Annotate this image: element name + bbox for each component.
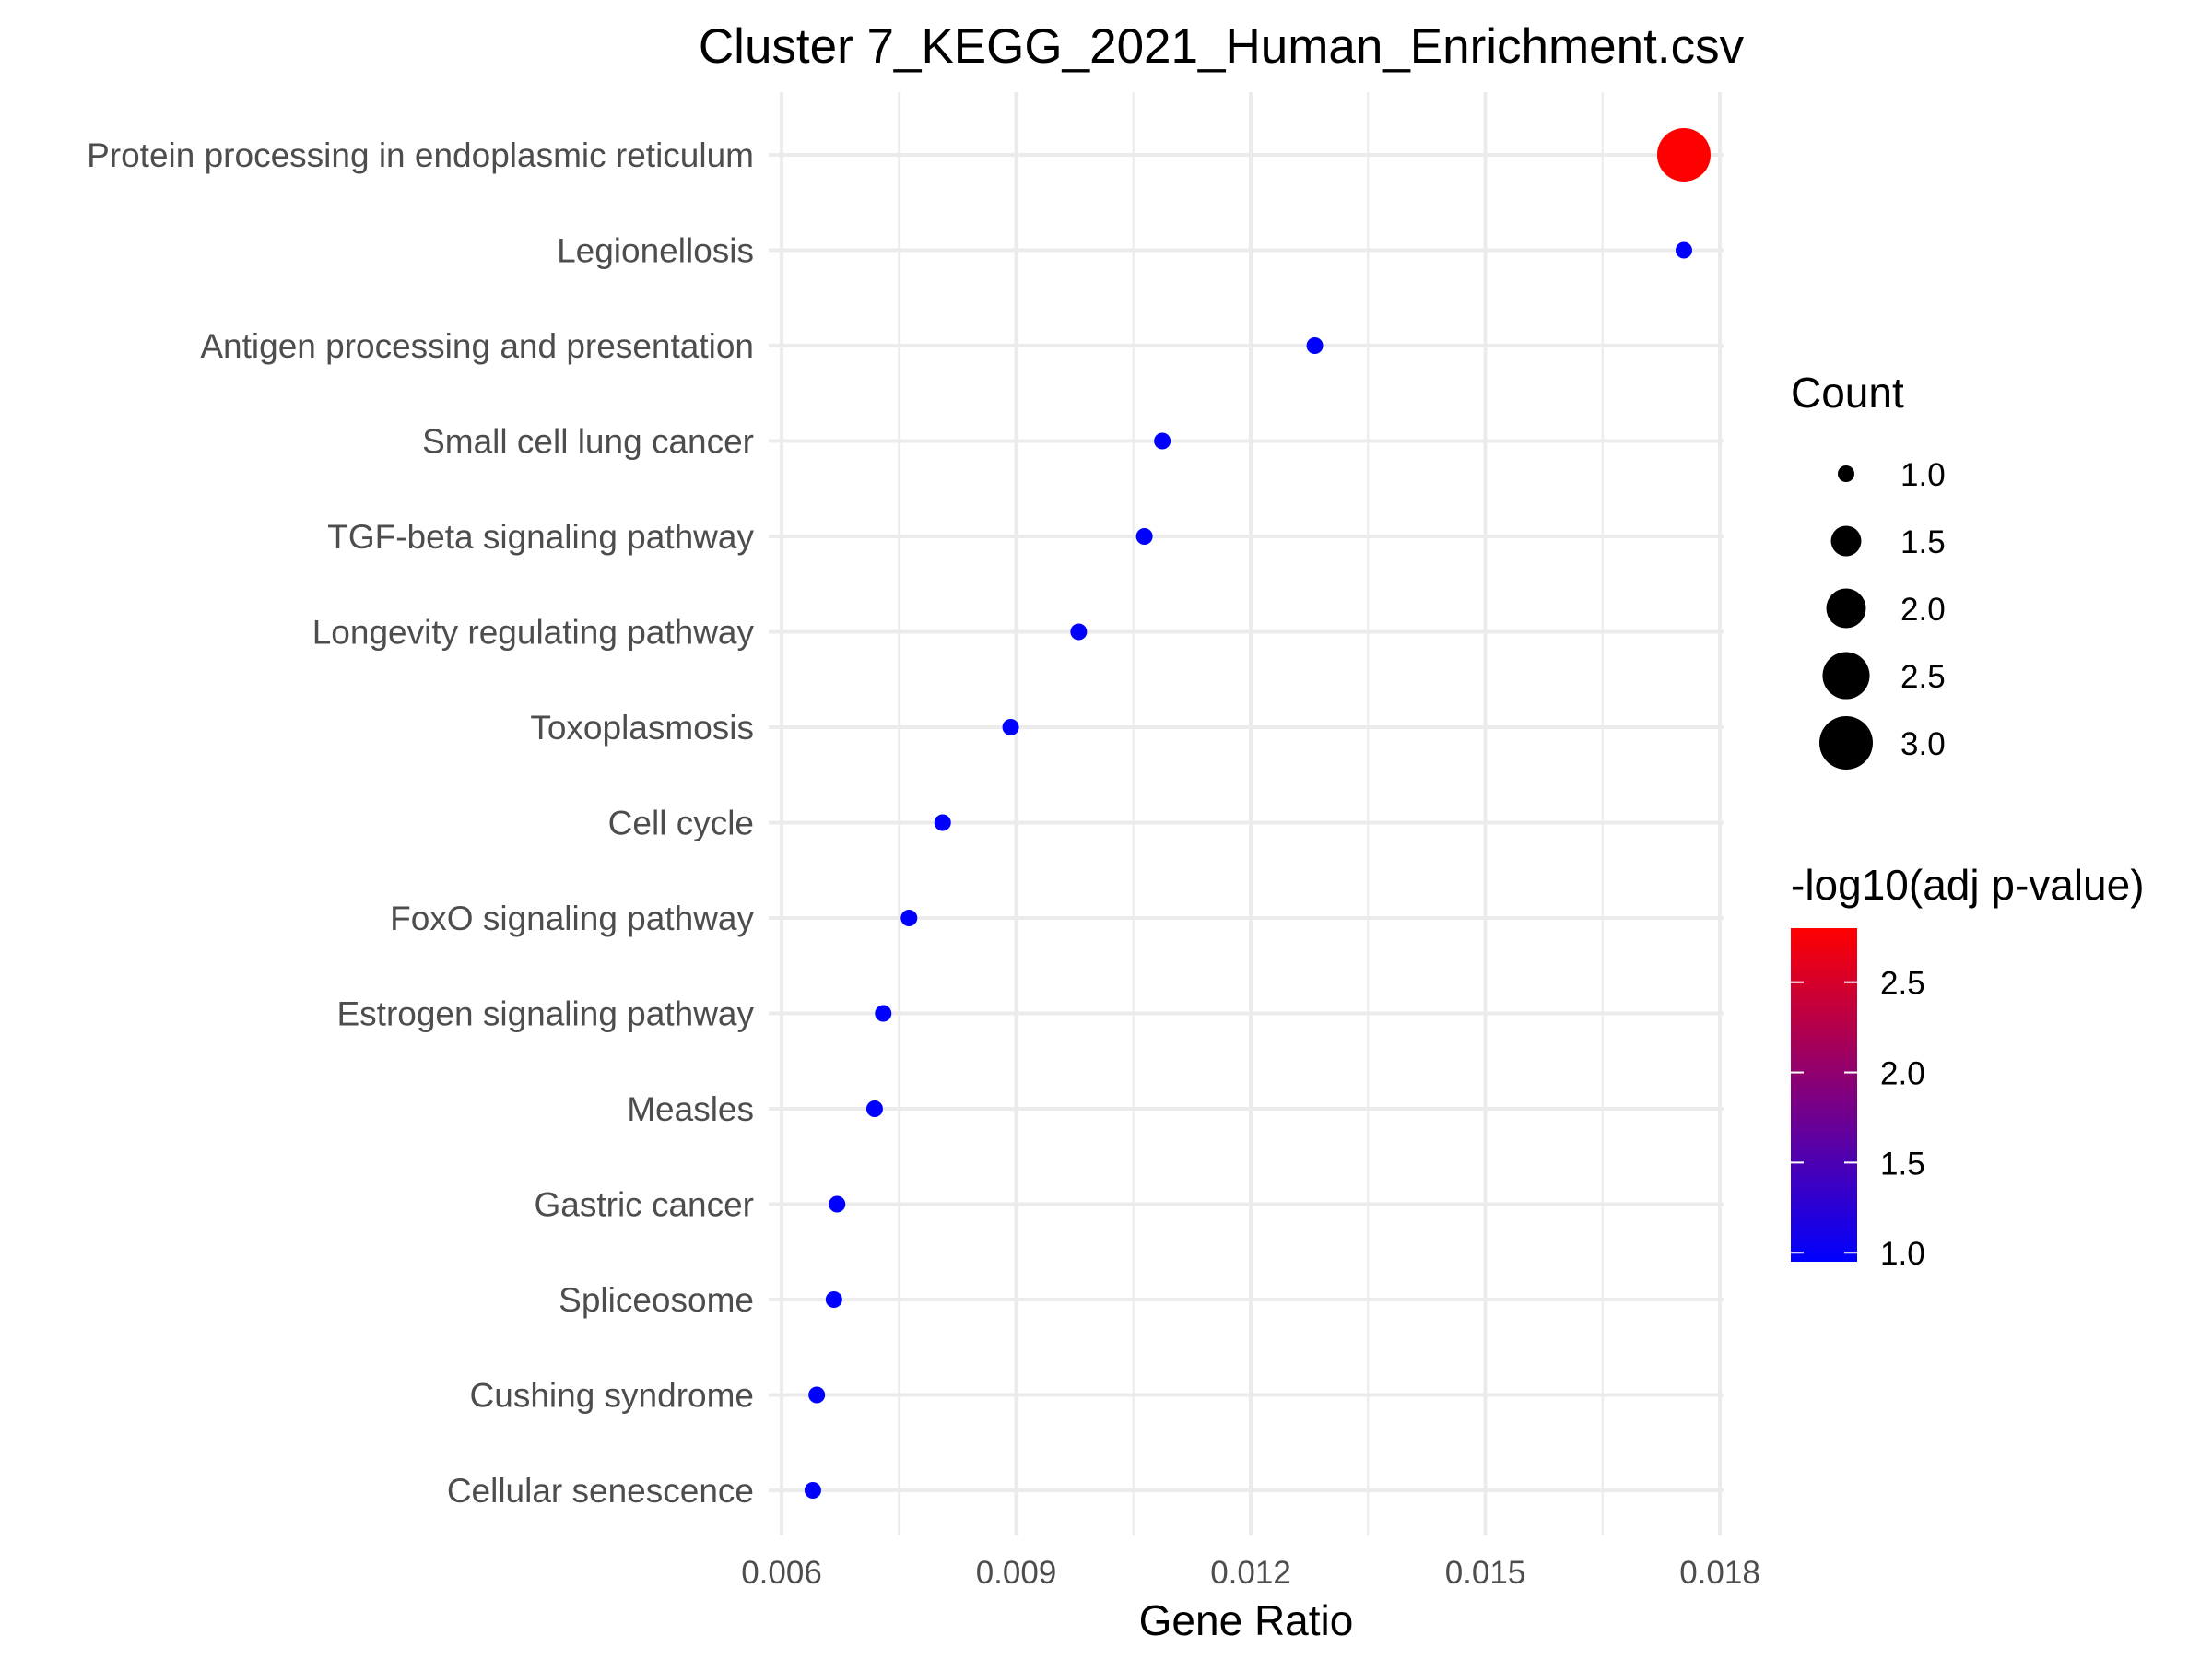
colorbar xyxy=(1791,928,1857,1262)
category-label: Toxoplasmosis xyxy=(530,709,754,747)
size-legend-title: Count xyxy=(1791,369,1904,417)
category-label: Small cell lung cancer xyxy=(422,423,754,461)
category-label: TGF-beta signaling pathway xyxy=(327,518,754,556)
size-legend-key xyxy=(1822,652,1870,700)
data-point xyxy=(1070,623,1088,641)
color-legend-title: -log10(adj p-value) xyxy=(1791,861,2145,909)
category-label: Measles xyxy=(627,1090,754,1128)
colorbar-label: 1.5 xyxy=(1880,1146,1925,1182)
data-points xyxy=(804,128,1711,1499)
data-point xyxy=(875,1005,892,1022)
x-tick-labels: 0.006 0.009 0.012 0.015 0.018 xyxy=(741,1555,1760,1591)
chart-title: Cluster 7_KEGG_2021_Human_Enrichment.csv xyxy=(699,19,1745,74)
data-point xyxy=(1306,337,1324,354)
colorbar-label: 1.0 xyxy=(1880,1236,1925,1272)
category-label: Longevity regulating pathway xyxy=(312,614,755,652)
size-legend-key xyxy=(1830,525,1862,557)
category-label: Gastric cancer xyxy=(534,1186,754,1224)
size-legend: Count 1.0 1.5 2.0 2.5 3.0 xyxy=(1791,369,1946,770)
major-gridlines xyxy=(769,92,1724,1535)
size-legend-label: 2.0 xyxy=(1900,592,1946,628)
data-point xyxy=(1135,528,1153,545)
category-label: Legionellosis xyxy=(557,232,754,270)
size-legend-label: 3.0 xyxy=(1900,726,1946,762)
category-label: Cellular senescence xyxy=(447,1472,754,1510)
x-axis-title: Gene Ratio xyxy=(1139,1596,1354,1644)
data-point xyxy=(1154,432,1171,450)
category-label: Cushing syndrome xyxy=(470,1377,754,1415)
x-tick-label: 0.009 xyxy=(976,1555,1057,1591)
minor-gridlines xyxy=(898,92,1604,1535)
data-point xyxy=(804,1482,821,1499)
data-point xyxy=(1675,241,1692,259)
size-legend-key xyxy=(1826,588,1866,629)
x-tick-label: 0.006 xyxy=(741,1555,822,1591)
category-label: Protein processing in endoplasmic reticu… xyxy=(87,136,754,174)
size-legend-label: 1.5 xyxy=(1900,524,1946,560)
colorbar-label: 2.0 xyxy=(1880,1056,1925,1092)
data-point xyxy=(934,814,951,831)
category-label: Cell cycle xyxy=(608,805,754,842)
data-point xyxy=(829,1195,846,1213)
colorbar-label: 2.5 xyxy=(1880,966,1925,1002)
size-legend-label: 2.5 xyxy=(1900,659,1946,695)
x-tick-label: 0.012 xyxy=(1210,1555,1291,1591)
size-legend-key xyxy=(1819,716,1873,770)
size-legend-key xyxy=(1838,465,1854,482)
data-point xyxy=(1656,128,1711,182)
color-legend: -log10(adj p-value) 1.0 1.5 2.0 2.5 xyxy=(1791,861,2145,1272)
category-label: Spliceosome xyxy=(559,1281,754,1319)
category-labels: Protein processing in endoplasmic reticu… xyxy=(87,136,754,1510)
category-label: Estrogen signaling pathway xyxy=(336,995,754,1033)
data-point xyxy=(900,910,918,926)
data-point xyxy=(865,1100,883,1117)
category-label: FoxO signaling pathway xyxy=(390,900,754,937)
size-legend-label: 1.0 xyxy=(1900,457,1946,493)
x-tick-label: 0.015 xyxy=(1445,1555,1526,1591)
data-point xyxy=(808,1386,826,1404)
category-label: Antigen processing and presentation xyxy=(200,327,754,365)
data-point xyxy=(825,1291,842,1308)
data-point xyxy=(1002,719,1019,735)
x-tick-label: 0.018 xyxy=(1679,1555,1760,1591)
